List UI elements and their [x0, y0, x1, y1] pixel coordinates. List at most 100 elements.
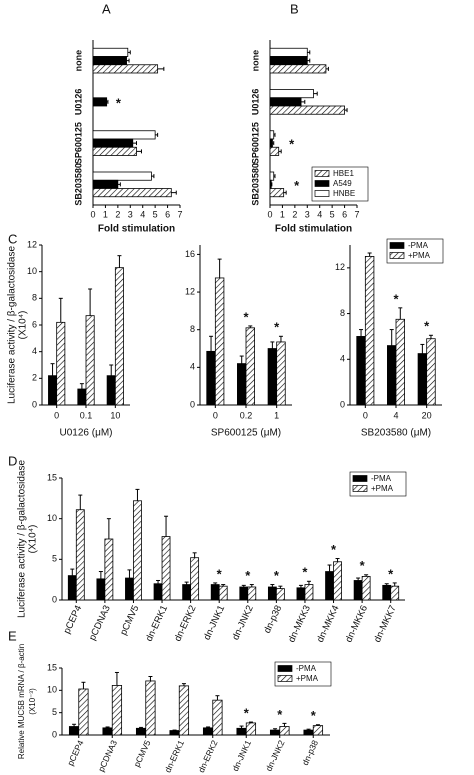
- x-tick-label: dn-p38: [262, 604, 284, 635]
- y-tick-label: U0126: [73, 89, 83, 116]
- x-tick-label: 5: [153, 209, 158, 219]
- x-tick-label: 2: [115, 209, 120, 219]
- y-tick-label: 10: [47, 685, 57, 695]
- legend-swatch: [389, 252, 405, 259]
- annotation: *: [360, 558, 366, 573]
- legend-swatch: [277, 675, 293, 682]
- x-tick-label: 0.1: [80, 410, 93, 420]
- y-tick-label: 12: [185, 286, 195, 296]
- annotation: *: [243, 309, 249, 324]
- legend-swatch: [352, 485, 368, 492]
- bar: [48, 375, 58, 406]
- bar: [276, 341, 286, 406]
- bar: [245, 722, 257, 736]
- x-tick-label: dn-JNK2: [230, 604, 256, 642]
- bar: [178, 685, 190, 736]
- bar: [269, 138, 273, 148]
- panel-label: D: [8, 453, 17, 468]
- bar: [96, 578, 106, 601]
- bar: [417, 353, 428, 406]
- y-tick-label: 8: [190, 324, 195, 334]
- x-tick-label: pCEP4: [62, 604, 85, 636]
- x-axis-label: SB203580 (μM): [361, 428, 431, 439]
- annotation: *: [311, 708, 317, 723]
- panel-label: B: [290, 1, 299, 16]
- x-tick-label: pCDNA3: [87, 604, 113, 643]
- x-tick-label: dn-ERK2: [196, 738, 220, 774]
- bar: [269, 47, 308, 57]
- legend-label: +PMA: [296, 674, 319, 683]
- bar: [269, 89, 314, 99]
- legend-swatch: [314, 170, 330, 177]
- annotation: *: [331, 542, 337, 557]
- x-tick-label: 5: [330, 209, 335, 219]
- bar: [92, 146, 137, 156]
- bar: [202, 727, 214, 736]
- y-tick-label: 10: [47, 513, 57, 523]
- bar: [85, 315, 95, 406]
- y-axis-label: Luciferase activity / β-galactosidase: [17, 460, 28, 618]
- y-tick-label: 5: [52, 554, 57, 564]
- x-tick-label: pCMV5: [118, 604, 141, 637]
- bar: [111, 685, 123, 736]
- bar: [206, 350, 216, 406]
- bar: [312, 725, 324, 736]
- bar: [135, 727, 147, 736]
- y-tick-label: SP600125: [250, 122, 260, 164]
- x-tick-label: 4: [317, 209, 322, 219]
- y-tick-label: 15: [47, 472, 57, 482]
- bar: [245, 327, 255, 406]
- bar: [267, 348, 278, 406]
- x-tick-label: dn-JNK1: [202, 604, 228, 642]
- x-tick-label: 4: [393, 410, 398, 420]
- x-axis-label: Fold stimulation: [98, 224, 175, 235]
- bar: [303, 729, 314, 736]
- bar: [269, 105, 345, 115]
- bar: [92, 130, 156, 140]
- bar: [114, 267, 124, 406]
- y-tick-label: 12: [335, 262, 345, 272]
- x-tick-label: pCMV5: [132, 738, 153, 768]
- bar: [145, 680, 156, 736]
- x-tick-label: 7: [354, 209, 359, 219]
- bar: [269, 130, 275, 140]
- x-tick-label: dn-MKK4: [315, 604, 342, 645]
- x-tick-label: dn-MKK6: [343, 604, 370, 645]
- y-tick-label: SP600125: [73, 122, 83, 164]
- x-tick-label: dn-MKK3: [286, 604, 313, 645]
- y-axis-label: Relative MUC5B mRNA / β-actin: [17, 644, 26, 759]
- bar: [269, 729, 281, 736]
- bar: [247, 586, 257, 601]
- bar: [426, 338, 436, 406]
- x-tick-label: pCDNA3: [96, 738, 119, 773]
- bar: [269, 179, 272, 189]
- legend-label: HNBE: [333, 189, 355, 198]
- bar: [296, 587, 306, 601]
- legend-swatch: [314, 190, 330, 197]
- x-tick-label: 20: [422, 410, 432, 420]
- y-tick-label: 0: [52, 729, 57, 739]
- x-tick-label: 1: [274, 410, 279, 420]
- bar: [236, 727, 247, 736]
- annotation: *: [217, 566, 223, 581]
- legend-swatch: [352, 475, 368, 482]
- bar: [269, 64, 327, 74]
- y-tick-label: 8: [32, 293, 37, 303]
- annotation: *: [289, 137, 295, 152]
- panel-label: A: [102, 1, 111, 16]
- x-tick-label: 0: [90, 209, 95, 219]
- bar: [387, 345, 397, 406]
- bar: [267, 586, 277, 601]
- bar: [92, 188, 172, 198]
- legend-label: HBE1: [333, 169, 354, 178]
- annotation: *: [116, 95, 122, 110]
- y-tick-label: SB203580: [250, 163, 260, 206]
- legend-label: -PMA: [296, 664, 317, 673]
- annotation: *: [244, 705, 250, 720]
- bar: [364, 256, 375, 406]
- x-tick-label: 1: [280, 209, 285, 219]
- x-tick-label: 4: [140, 209, 145, 219]
- y-tick-label: 15: [47, 662, 57, 672]
- x-tick-label: 10: [110, 410, 120, 420]
